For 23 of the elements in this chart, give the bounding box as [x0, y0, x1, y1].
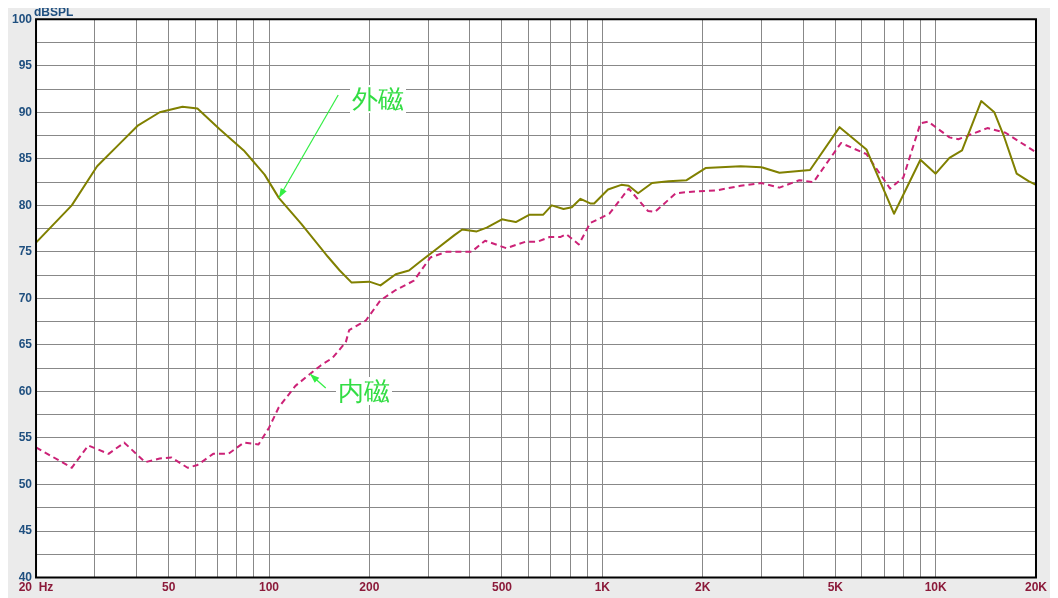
x-tick-label: 20K	[1024, 580, 1048, 595]
y-tick-label: 65	[18, 337, 33, 352]
x-tick-label: 500	[491, 580, 513, 595]
y-tick-label: 55	[18, 430, 33, 445]
x-tick-label: 5K	[827, 580, 844, 595]
y-tick-label: 85	[18, 151, 33, 166]
text: 外磁	[350, 84, 406, 115]
x-tick-label: 50	[161, 580, 176, 595]
y-tick-label: 50	[18, 476, 33, 491]
x-tick-label: 200	[359, 580, 380, 595]
y-tick-label: 100	[11, 11, 33, 26]
x-tick-label: 10K	[924, 580, 947, 595]
y-tick-label: 60	[18, 383, 33, 398]
y-tick-label: 80	[18, 197, 33, 212]
x-tick-label: 1K	[594, 580, 611, 595]
x-tick-label: 2K	[695, 580, 711, 595]
y-tick-label: 45	[18, 523, 33, 538]
x-tick-label: 100	[258, 580, 280, 595]
series-label: 内磁	[336, 375, 392, 406]
y-tick-label: 70	[18, 290, 33, 305]
y-tick-label: 95	[18, 58, 33, 73]
y-tick-label: 90	[18, 104, 33, 119]
y-tick-label: 75	[18, 244, 33, 259]
